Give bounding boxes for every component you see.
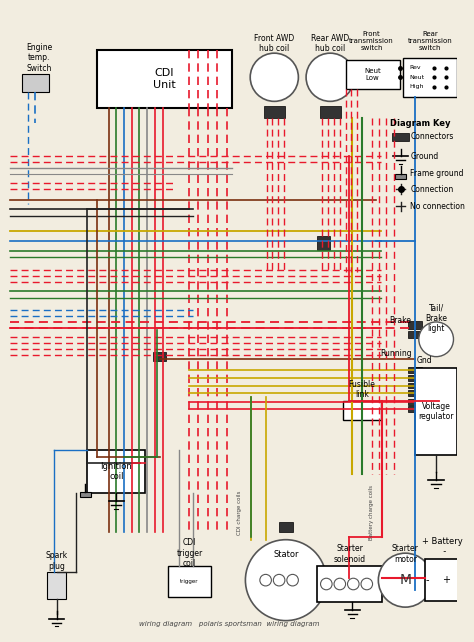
Bar bbox=[47, 573, 66, 600]
Circle shape bbox=[419, 322, 454, 357]
Text: Rear AWD
hub coil: Rear AWD hub coil bbox=[311, 34, 349, 53]
Text: Stator: Stator bbox=[273, 550, 299, 559]
Text: Ground: Ground bbox=[410, 152, 438, 160]
Bar bbox=[319, 106, 341, 117]
Bar bbox=[425, 559, 467, 602]
Text: +: + bbox=[442, 575, 450, 585]
Text: M: M bbox=[399, 573, 411, 587]
Bar bbox=[279, 523, 292, 532]
Text: Neut
Low: Neut Low bbox=[364, 68, 381, 81]
Text: Starter
solenoid: Starter solenoid bbox=[333, 544, 365, 564]
Bar bbox=[346, 60, 400, 89]
Bar bbox=[343, 401, 381, 421]
Text: CDI
trigger
coil: CDI trigger coil bbox=[176, 538, 203, 568]
Bar bbox=[87, 450, 145, 494]
Text: Gnd: Gnd bbox=[417, 356, 432, 365]
Text: High: High bbox=[409, 84, 424, 89]
Bar bbox=[317, 236, 330, 250]
Bar bbox=[408, 367, 422, 373]
Text: Connection: Connection bbox=[410, 184, 454, 193]
Circle shape bbox=[306, 53, 354, 101]
Bar bbox=[408, 375, 422, 381]
Text: Connectors: Connectors bbox=[410, 132, 454, 141]
Bar bbox=[22, 74, 49, 92]
Text: Running: Running bbox=[380, 349, 411, 358]
Circle shape bbox=[250, 53, 299, 101]
Text: CDI
Unit: CDI Unit bbox=[153, 69, 176, 90]
Text: Spark
plug: Spark plug bbox=[46, 551, 68, 571]
Text: Battery charge coils: Battery charge coils bbox=[369, 485, 374, 540]
Circle shape bbox=[378, 553, 432, 607]
Bar bbox=[408, 399, 422, 405]
Bar bbox=[392, 133, 409, 141]
Bar bbox=[395, 173, 406, 179]
Text: No connection: No connection bbox=[410, 202, 465, 211]
Bar bbox=[408, 321, 422, 329]
Bar bbox=[97, 50, 232, 108]
Text: Fusible
link: Fusible link bbox=[348, 379, 375, 399]
Bar bbox=[168, 566, 211, 596]
Circle shape bbox=[246, 540, 326, 621]
Text: Front AWD
hub coil: Front AWD hub coil bbox=[254, 34, 294, 53]
Text: Diagram Key: Diagram Key bbox=[390, 119, 450, 128]
Text: trigger: trigger bbox=[180, 578, 199, 584]
Bar bbox=[408, 406, 422, 412]
Text: Tail/
Brake
light: Tail/ Brake light bbox=[425, 303, 447, 333]
Text: + Battery
  -: + Battery - bbox=[421, 537, 462, 556]
Text: Ignition
coil: Ignition coil bbox=[100, 462, 132, 482]
Bar bbox=[408, 383, 422, 388]
Text: Frame ground: Frame ground bbox=[410, 169, 464, 178]
Text: wiring diagram   polaris sportsman  wiring diagram: wiring diagram polaris sportsman wiring … bbox=[139, 620, 319, 627]
Text: Front
transmission
switch: Front transmission switch bbox=[349, 31, 394, 51]
Bar bbox=[408, 331, 422, 338]
Bar bbox=[317, 566, 382, 602]
Bar bbox=[408, 390, 422, 396]
Bar bbox=[153, 352, 166, 361]
Text: CDI charge coils: CDI charge coils bbox=[237, 490, 242, 535]
Text: Engine
temp.
Switch: Engine temp. Switch bbox=[26, 43, 52, 73]
Bar bbox=[403, 58, 457, 96]
Text: Starter
motor: Starter motor bbox=[392, 544, 419, 564]
Bar bbox=[80, 492, 91, 498]
Text: Neut: Neut bbox=[409, 74, 424, 80]
Text: Brake: Brake bbox=[390, 315, 411, 325]
Text: Rev: Rev bbox=[409, 65, 421, 70]
Text: -: - bbox=[426, 575, 429, 585]
Text: Rear
transmission
switch: Rear transmission switch bbox=[408, 31, 453, 51]
Bar bbox=[415, 369, 457, 455]
Bar bbox=[264, 106, 285, 117]
Text: Voltage
regulator: Voltage regulator bbox=[419, 402, 454, 421]
